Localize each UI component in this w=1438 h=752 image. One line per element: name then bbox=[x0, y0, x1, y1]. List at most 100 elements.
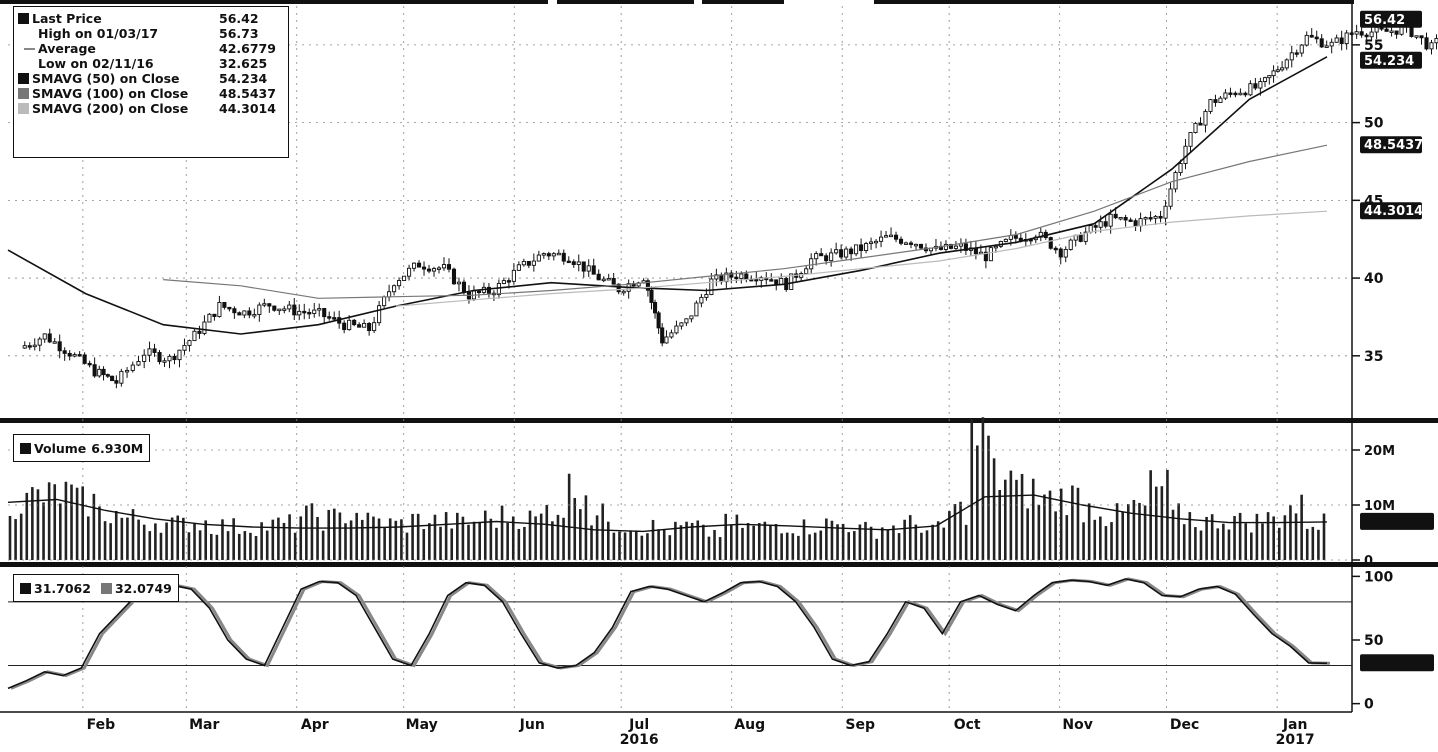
legend-low: Low on 02/11/16 32.625 bbox=[18, 56, 288, 71]
candle-body bbox=[1118, 217, 1123, 220]
volume-bar bbox=[109, 523, 112, 560]
candle-body bbox=[42, 333, 47, 340]
candle-body bbox=[237, 312, 242, 316]
candle-body bbox=[1138, 218, 1143, 227]
x-year-label: 2016 bbox=[620, 732, 659, 748]
candle-body bbox=[392, 285, 397, 293]
candle-body bbox=[212, 313, 217, 317]
volume-bar bbox=[1087, 503, 1091, 560]
volume-bar bbox=[360, 519, 364, 560]
x-month-label: Mar bbox=[189, 717, 219, 733]
candle-body bbox=[854, 244, 859, 255]
volume-bar bbox=[869, 526, 873, 560]
volume-bar bbox=[148, 531, 152, 560]
legend-swatch bbox=[18, 88, 29, 99]
volume-bar bbox=[1026, 508, 1029, 560]
volume-legend-label: Volume bbox=[34, 440, 87, 456]
oscillator-k-line bbox=[7, 578, 1328, 690]
volume-bar bbox=[970, 419, 974, 560]
candle-body bbox=[387, 291, 392, 298]
candle-body bbox=[1213, 99, 1218, 103]
candle-body bbox=[541, 253, 546, 256]
candle-body bbox=[257, 304, 262, 315]
candle-body bbox=[1384, 28, 1389, 32]
candle-body bbox=[586, 265, 591, 272]
candle-body bbox=[292, 304, 297, 316]
oscillator-legend: 31.7062 32.0749 bbox=[13, 574, 179, 602]
candle-body bbox=[77, 354, 82, 357]
candle-body bbox=[709, 278, 714, 295]
candle-body bbox=[1103, 221, 1108, 227]
candle-body bbox=[1148, 217, 1153, 220]
candle-body bbox=[1253, 83, 1258, 89]
candle-body bbox=[207, 313, 212, 323]
volume-bar bbox=[584, 495, 588, 560]
legend-swatch bbox=[20, 442, 31, 454]
candle-body bbox=[1419, 35, 1424, 39]
volume-bar bbox=[489, 518, 493, 560]
candle-body bbox=[272, 305, 277, 311]
candle-body bbox=[372, 322, 377, 332]
volume-bar bbox=[47, 482, 51, 560]
candle-body bbox=[983, 251, 988, 262]
volume-bar bbox=[1222, 523, 1225, 560]
volume-bar bbox=[439, 526, 442, 560]
candle-body bbox=[879, 236, 884, 242]
candle-body bbox=[1243, 92, 1248, 96]
candle-body bbox=[62, 350, 67, 354]
volume-bar bbox=[355, 512, 358, 560]
legend-swatch bbox=[18, 103, 29, 114]
volume-bar bbox=[349, 520, 353, 560]
volume-bar bbox=[1238, 512, 1242, 560]
volume-bar bbox=[780, 533, 783, 560]
volume-bar bbox=[1289, 505, 1292, 560]
candle-body bbox=[456, 281, 462, 285]
candle-body bbox=[1198, 122, 1203, 126]
candle-body bbox=[918, 243, 924, 249]
volume-bar bbox=[718, 537, 722, 560]
volume-bar bbox=[444, 512, 448, 560]
volume-bar bbox=[936, 521, 940, 560]
volume-bar bbox=[897, 533, 901, 560]
volume-bar bbox=[14, 519, 17, 560]
volume-bar bbox=[875, 538, 878, 560]
candle-body bbox=[714, 274, 719, 280]
candle-body bbox=[202, 321, 207, 334]
candle-body bbox=[1339, 37, 1344, 45]
volume-bar bbox=[769, 524, 772, 560]
candle-body bbox=[92, 364, 97, 377]
volume-bar bbox=[383, 527, 386, 560]
volume-legend: Volume 6.930M bbox=[13, 434, 151, 462]
legend-last-price: Last Price 56.42 bbox=[18, 11, 288, 26]
x-year-label: 2017 bbox=[1276, 732, 1315, 748]
volume-bar bbox=[1294, 513, 1298, 560]
volume-bar bbox=[1177, 503, 1180, 560]
candle-body bbox=[47, 333, 52, 343]
volume-bar bbox=[601, 503, 604, 560]
volume-bar bbox=[59, 503, 62, 560]
volume-bar bbox=[903, 519, 906, 560]
volume-bar bbox=[411, 513, 414, 560]
candle-body bbox=[407, 267, 412, 277]
volume-bar bbox=[1143, 505, 1147, 560]
volume-bar bbox=[209, 533, 213, 560]
volume-bar bbox=[1037, 504, 1041, 560]
candle-body bbox=[869, 241, 874, 244]
top-bar bbox=[702, 0, 784, 4]
legend-value: 42.6779 bbox=[219, 41, 276, 56]
candle-body bbox=[357, 324, 362, 328]
volume-bar bbox=[847, 532, 851, 560]
volume-bar bbox=[819, 530, 823, 560]
x-month-label: Feb bbox=[87, 717, 116, 733]
candle-body bbox=[1188, 132, 1193, 147]
volume-bar bbox=[752, 525, 755, 560]
legend-swatch bbox=[100, 582, 112, 594]
legend-swatch bbox=[24, 47, 35, 50]
volume-bar bbox=[271, 519, 275, 560]
volume-bar bbox=[858, 524, 862, 560]
candle-body bbox=[526, 260, 531, 266]
volume-bar bbox=[1210, 514, 1214, 560]
x-month-label: Aug bbox=[734, 717, 765, 733]
volume-bar bbox=[808, 534, 811, 560]
volume-bar bbox=[746, 523, 750, 560]
